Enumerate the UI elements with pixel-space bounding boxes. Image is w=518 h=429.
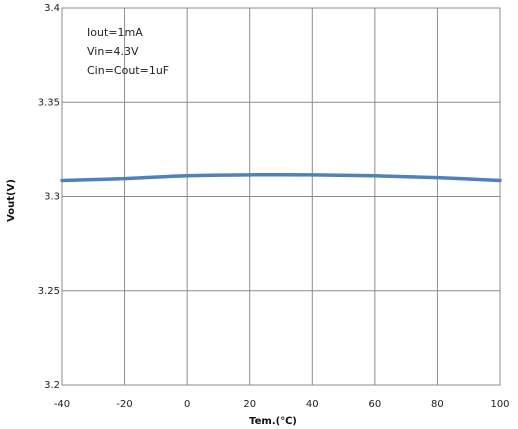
x-tick-label: 80 bbox=[431, 399, 444, 410]
y-tick-label: 3.25 bbox=[38, 286, 60, 297]
y-tick-label: 3.3 bbox=[44, 192, 60, 203]
plot-area bbox=[61, 7, 501, 386]
condition-note: Vin=4.3V bbox=[87, 45, 139, 58]
annotations: Iout=1mA Vin=4.3V Cin=Cout=1uF bbox=[87, 26, 169, 77]
y-axis-ticks: 3.2 3.25 3.3 3.35 3.4 bbox=[38, 3, 60, 391]
x-tick-label: 20 bbox=[243, 399, 256, 410]
x-tick-label: -40 bbox=[54, 399, 70, 410]
x-tick-label: 40 bbox=[306, 399, 319, 410]
x-axis-ticks: -40 -20 0 20 40 60 80 100 bbox=[54, 399, 510, 410]
x-tick-label: 100 bbox=[490, 399, 509, 410]
x-tick-label: 0 bbox=[184, 399, 190, 410]
y-tick-label: 3.2 bbox=[44, 380, 60, 391]
y-tick-label: 3.35 bbox=[38, 97, 60, 108]
series-group bbox=[60, 172, 502, 183]
x-axis-label: Tem.(℃) bbox=[249, 416, 297, 427]
y-tick-label: 3.4 bbox=[44, 3, 60, 14]
condition-note: Iout=1mA bbox=[87, 26, 143, 39]
y-axis-label: Vout(V) bbox=[6, 179, 17, 222]
x-tick-label: 60 bbox=[368, 399, 381, 410]
x-tick-label: -20 bbox=[116, 399, 132, 410]
series-line bbox=[60, 172, 502, 183]
condition-note: Cin=Cout=1uF bbox=[87, 64, 169, 77]
